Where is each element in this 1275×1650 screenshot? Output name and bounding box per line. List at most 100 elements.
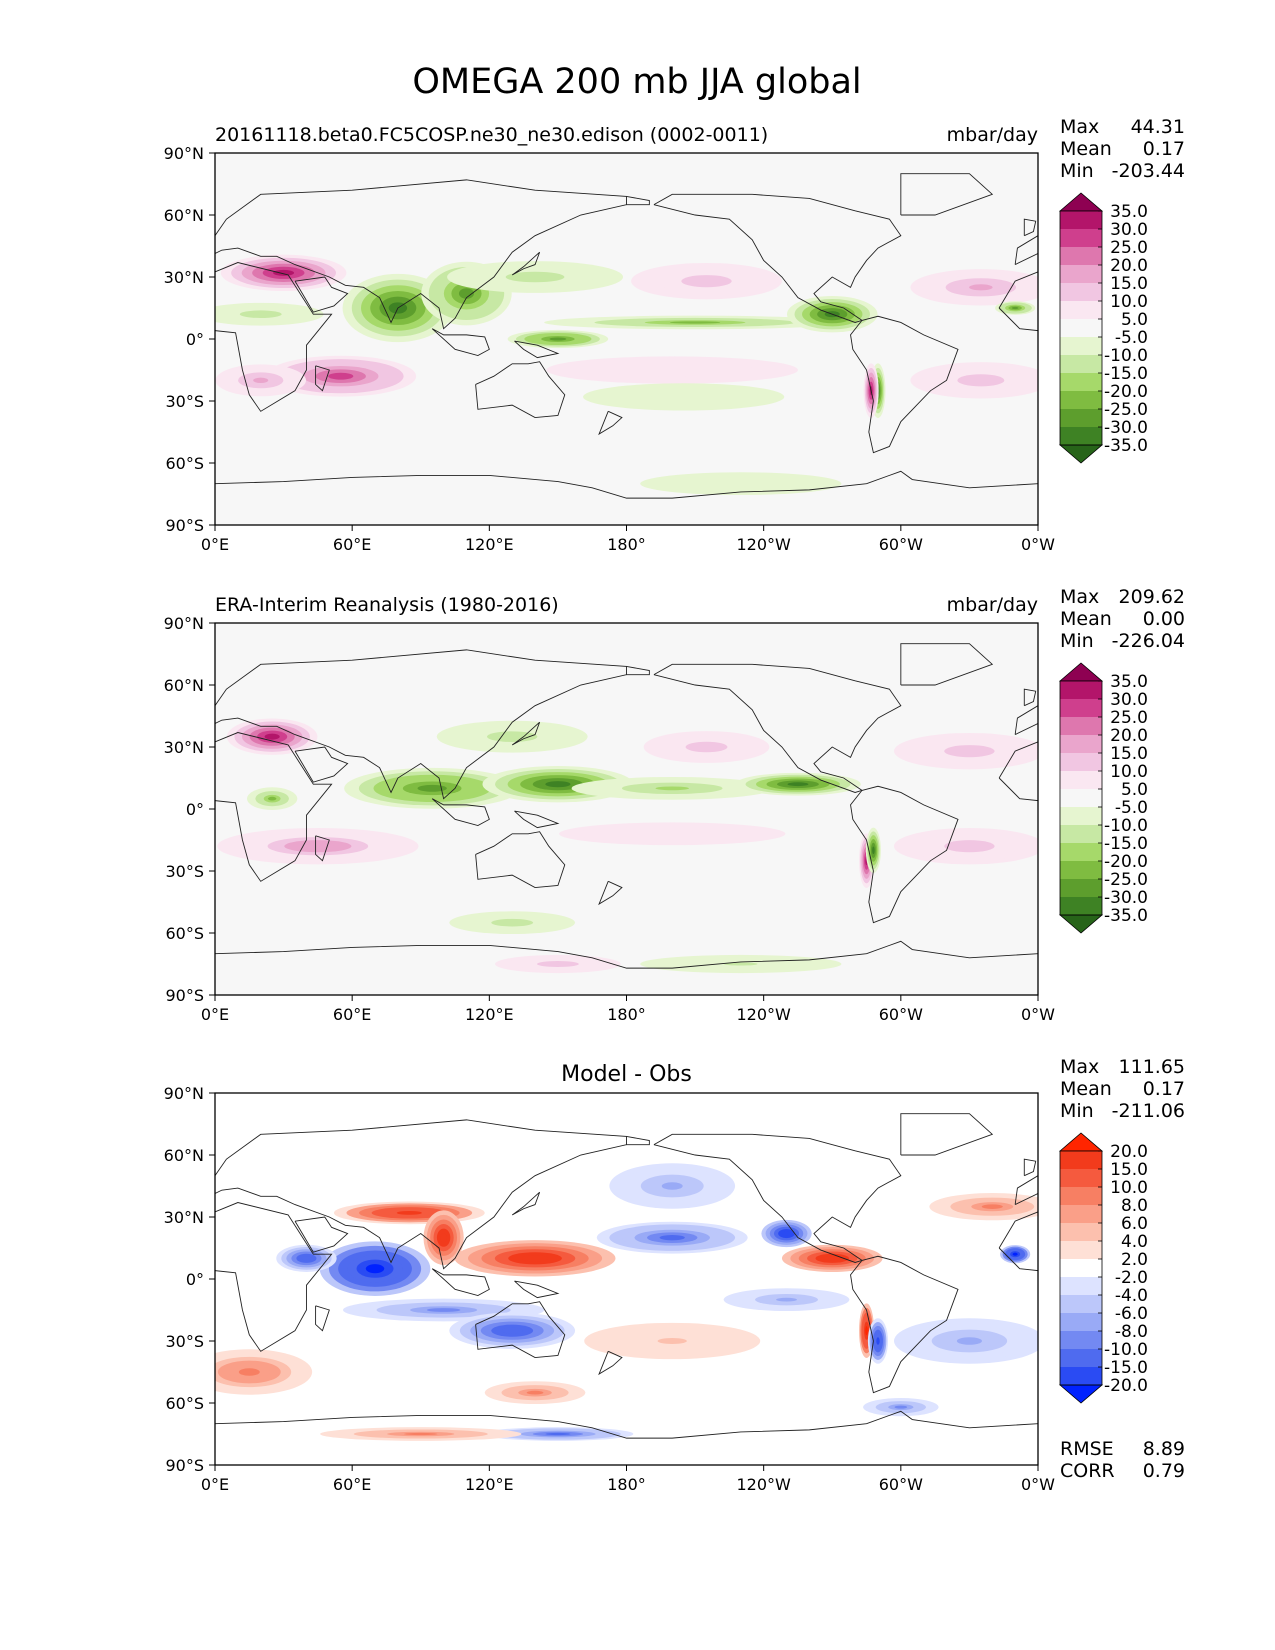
colorbar-segment	[1060, 409, 1102, 427]
field-contour	[547, 962, 569, 966]
coastlines	[215, 1113, 1038, 1439]
coastline	[1023, 218, 1037, 237]
colorbar-segment	[1060, 861, 1102, 879]
coastline	[511, 1191, 541, 1216]
colorbar-segment	[1060, 789, 1102, 807]
y-tick-label: 30°N	[164, 1208, 204, 1227]
colorbar-tick-label: 35.0	[1110, 672, 1148, 692]
colorbar-tick-label: -25.0	[1104, 870, 1148, 890]
x-tick-label: 120°E	[465, 535, 514, 554]
field-contour	[458, 288, 475, 299]
field-contour	[876, 1337, 880, 1345]
colorbar-segment	[1060, 355, 1102, 373]
field-contour	[301, 843, 335, 850]
field-contour	[823, 1256, 841, 1261]
field-contour	[787, 782, 809, 787]
field-contour	[501, 1327, 523, 1334]
panel-subtitle: Model - Obs	[561, 1062, 692, 1087]
coastline	[653, 1133, 902, 1263]
colorbar-segment	[1060, 1331, 1102, 1349]
field-contour	[526, 1390, 544, 1395]
colorbar: 35.030.025.020.015.010.05.0-5.0-10.0-15.…	[1058, 662, 1148, 934]
field-contour	[426, 1308, 461, 1312]
colorbar-tick-label: -6.0	[1115, 1304, 1148, 1324]
colorbar-extend-max	[1058, 192, 1104, 212]
field-contour	[417, 784, 447, 792]
coastline	[431, 328, 490, 357]
colorbar-tick-label: -5.0	[1115, 328, 1148, 348]
coastline	[850, 1255, 959, 1394]
y-tick-label: 60°S	[165, 454, 204, 473]
coastline	[1023, 688, 1037, 707]
y-tick-label: 60°S	[165, 924, 204, 943]
coastline	[514, 340, 560, 359]
coastline	[215, 1202, 333, 1352]
x-tick-label: 0°E	[201, 1475, 229, 1494]
colorbar-tick-label: -25.0	[1104, 400, 1148, 420]
panel-diff: Model - Obs 0°E 60°E 120°E 180° 120°W 60°W 0°W 9…	[164, 1056, 1185, 1494]
colorbar-tick-label: 8.0	[1121, 1196, 1148, 1216]
colorbar-tick-label: 5.0	[1121, 780, 1148, 800]
colorbar-segment	[1060, 1223, 1102, 1241]
colorbar-tick-label: -15.0	[1104, 834, 1148, 854]
colorbar-segment	[1060, 699, 1102, 717]
y-tick-label: 0°	[186, 330, 204, 349]
colorbar-tick-label: -10.0	[1104, 1340, 1148, 1360]
stat-label: Min	[1060, 160, 1094, 182]
metric-value: 8.89	[1143, 1438, 1185, 1460]
field-layer	[215, 1163, 1038, 1441]
coastline	[294, 1216, 349, 1253]
coastline	[514, 1280, 560, 1299]
colorbar-segment	[1060, 879, 1102, 897]
field-contour	[956, 843, 982, 850]
y-tick-label: 60°N	[164, 1146, 204, 1165]
colorbar-tick-label: 25.0	[1110, 708, 1148, 728]
colorbar-segment	[1060, 1295, 1102, 1313]
units-label: mbar/day	[947, 124, 1038, 146]
map-background	[215, 623, 1038, 995]
y-tick-label: 90°S	[165, 986, 204, 1005]
field-contour	[693, 278, 720, 285]
field-contour	[669, 321, 721, 324]
units-label: mbar/day	[947, 594, 1038, 616]
x-tick-label: 120°E	[465, 1005, 514, 1024]
coastline	[626, 1135, 650, 1146]
coastlines	[215, 643, 1038, 969]
field-contour	[501, 920, 523, 925]
colorbar-tick-label: 2.0	[1121, 1250, 1148, 1270]
x-tick-label: 0°E	[201, 535, 229, 554]
field-contour	[661, 1182, 683, 1190]
y-tick-label: 60°N	[164, 676, 204, 695]
colorbar-tick-label: -35.0	[1104, 906, 1148, 926]
metric-value: 0.79	[1143, 1460, 1185, 1482]
field-contour	[301, 1256, 312, 1261]
coastline-antarctica	[215, 940, 1038, 969]
coastline	[475, 361, 566, 418]
coastline	[514, 810, 560, 829]
colorbar-frame	[1059, 210, 1103, 446]
x-tick-label: 120°W	[736, 1005, 791, 1024]
x-tick-label: 60°E	[333, 1475, 371, 1494]
y-tick-label: 30°N	[164, 738, 204, 757]
field-contour	[653, 831, 692, 836]
colorbar-segment	[1060, 735, 1102, 753]
colorbar-extend-max	[1058, 1132, 1104, 1152]
colorbar-segment	[1060, 211, 1102, 229]
colorbar-segment	[1060, 897, 1102, 915]
coastline	[475, 1301, 566, 1358]
colorbar-segment	[1060, 391, 1102, 409]
colorbar-segment	[1060, 807, 1102, 825]
colorbar-segment	[1060, 301, 1102, 319]
colorbar-frame	[1059, 1150, 1103, 1386]
colorbar-segment	[1060, 753, 1102, 771]
stat-value: -203.44	[1112, 160, 1185, 182]
field-contour	[365, 1264, 385, 1274]
colorbar-frame	[1059, 680, 1103, 916]
y-tick-label: 0°	[186, 1270, 204, 1289]
y-tick-label: 60°N	[164, 206, 204, 225]
colorbar-segment	[1060, 1277, 1102, 1295]
coastline	[294, 746, 349, 783]
coastline-antarctica	[215, 470, 1038, 499]
coastline	[315, 835, 330, 862]
x-tick-label: 60°W	[879, 535, 923, 554]
